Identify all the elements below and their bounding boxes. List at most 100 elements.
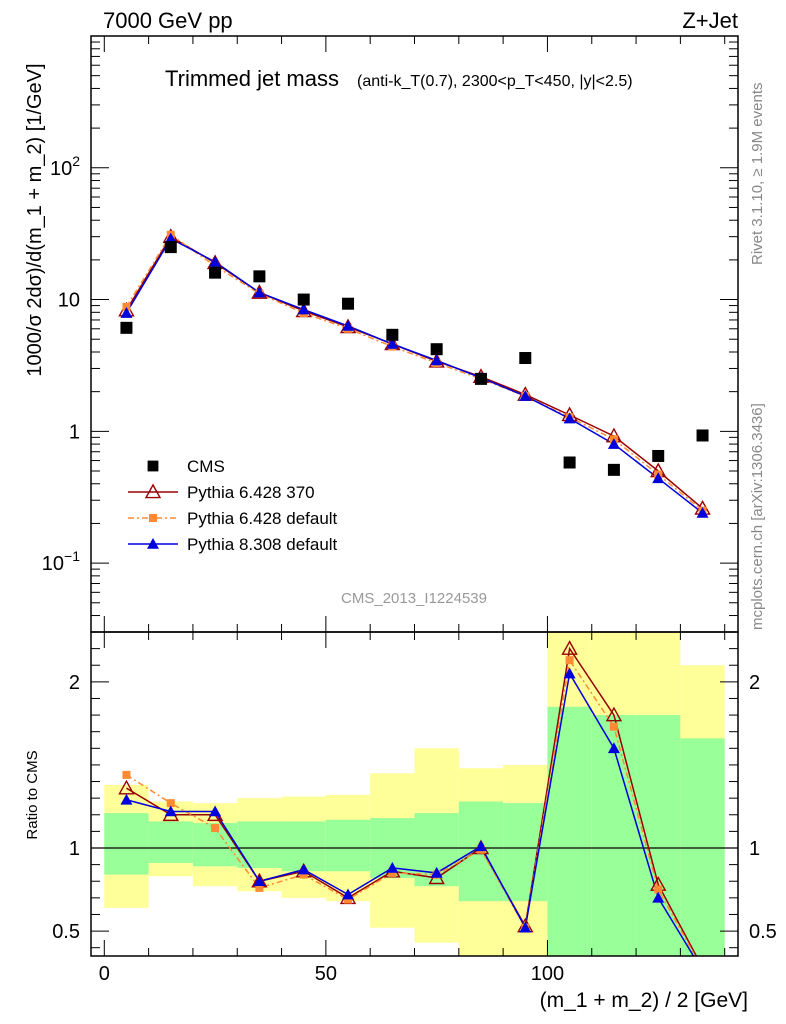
analysis-id: CMS_2013_I1224539: [341, 590, 487, 607]
axis-tick-labels: 0 50 100 10−1 1 10 102 0.5 0.5 1 1 2 2: [42, 153, 777, 985]
ratio-point-p6_default-4: [299, 870, 308, 879]
axis-ticks: [91, 36, 738, 956]
band-inner-12: [636, 715, 681, 956]
point-p8_default-11: [607, 438, 620, 449]
ratio-line-p6_default: [126, 658, 697, 956]
ratio-point-p6_default-11: [609, 722, 618, 731]
y-tick-label-0: 10−1: [42, 548, 80, 575]
band-inner-1: [148, 821, 193, 863]
ratio-point-p6_default-3: [255, 883, 264, 892]
plot-subtitle: (anti-k_T(0.7), 2300<p_T<450, |y|<2.5): [357, 73, 633, 90]
ratio-series-lines: [126, 646, 698, 956]
point-cms-9: [519, 352, 532, 365]
point-cms-3: [253, 270, 266, 283]
point-cms-4: [297, 293, 310, 306]
mcplots-label: mcplots.cern.ch [arXiv:1306.3436]: [749, 403, 766, 630]
point-cms-8: [474, 372, 487, 385]
point-p8_default-13: [696, 506, 709, 518]
ratio-point-p6_default-1: [166, 799, 175, 808]
point-p8_default-4: [297, 303, 310, 315]
band-inner-13: [680, 738, 725, 956]
y-tick-label-3: 102: [50, 153, 80, 180]
band-inner-0: [104, 813, 149, 875]
band-inner-11: [591, 715, 637, 956]
point-cms-1: [164, 241, 177, 254]
band-inner-3: [237, 821, 282, 868]
ratio-point-p6_370-10: [561, 640, 578, 655]
point-p8_default-9: [519, 390, 532, 401]
x-tick-label-0: 0: [99, 963, 110, 985]
band-inner-9: [503, 803, 548, 902]
header-process: Z+Jet: [682, 8, 738, 33]
header-energy: 7000 GeV pp: [103, 8, 233, 33]
ratio-point-p8_default-6: [386, 861, 399, 873]
ratio-point-p8_default-12: [652, 891, 665, 903]
legend-marker-p6_default: [149, 514, 157, 522]
legend-label-cms: CMS: [187, 457, 225, 476]
series-line-p8_default: [125, 237, 704, 514]
point-cms-0: [120, 321, 133, 334]
ratio-point-p6_default-0: [122, 770, 131, 779]
ratio-line-p6_370: [126, 646, 698, 956]
ratio-y-axis-label: Ratio to CMS: [24, 750, 41, 839]
legend: CMS Pythia 6.428 370 Pythia 6.428 default P…: [128, 457, 338, 554]
point-p8_default-5: [342, 319, 355, 331]
rivet-label: Rivet 3.1.10, ≥ 1.9M events: [749, 83, 766, 266]
point-p8_default-6: [386, 337, 399, 349]
point-cms-2: [209, 266, 222, 279]
ratio-point-p8_default-1: [164, 805, 177, 817]
ratio-point-p8_default-3: [253, 875, 266, 887]
point-p8_default-1: [164, 232, 177, 244]
ratio-point-p6_default-5: [344, 895, 353, 904]
ratio-point-p8_default-11: [607, 742, 620, 754]
point-p8_default-7: [430, 354, 443, 366]
point-p8_default-10: [563, 412, 576, 424]
legend-label-p8_default: Pythia 8.308 default: [187, 535, 338, 554]
ratio-point-p8_default-4: [297, 863, 310, 875]
point-cms-10: [563, 456, 576, 469]
band-inner-10: [547, 706, 592, 956]
point-cms-13: [696, 429, 709, 442]
ratio-y-tick-label-right-2: 2: [749, 672, 760, 694]
x-tick-label-100: 100: [531, 963, 564, 985]
ratio-point-p6_default-2: [211, 824, 220, 833]
plot-title: Trimmed jet mass: [165, 66, 339, 91]
ratio-point-p6_default-12: [654, 885, 663, 894]
ratio-point-p6_default-10: [565, 656, 574, 665]
ratio-point-p8_default-5: [342, 888, 355, 900]
point-cms-6: [386, 328, 399, 341]
point-cms-7: [430, 343, 443, 356]
ratio-y-tick-label-right-0: 0.5: [749, 921, 777, 943]
ratio-point-p8_default-9: [519, 921, 532, 933]
ratio-y-tick-label-left-1: 1: [69, 838, 80, 860]
ratio-point-p6_default-6: [388, 868, 397, 877]
y-tick-label-1: 1: [69, 421, 80, 443]
data-markers: [118, 228, 711, 933]
ratio-line-p8_default: [126, 671, 695, 956]
point-p8_default-3: [253, 286, 266, 298]
x-axis-label: (m_1 + m_2) / 2 [GeV]: [540, 989, 748, 1012]
ratio-point-p8_default-8: [474, 840, 487, 852]
point-p8_default-0: [120, 307, 133, 318]
point-p8_default-2: [209, 255, 222, 267]
ratio-point-p6_370-0: [118, 779, 135, 795]
legend-marker-p6_370: [144, 483, 162, 499]
band-inner-5: [325, 819, 371, 872]
point-cms-5: [342, 297, 355, 310]
legend-label-p6_default: Pythia 6.428 default: [187, 509, 338, 528]
y-tick-label-2: 10: [58, 290, 80, 312]
legend-marker-cms: [147, 460, 159, 472]
y-axis-label: 1000/σ 2dσ)/d(m_1 + m_2) [1/GeV]: [24, 63, 46, 376]
ratio-point-p6_370-11: [605, 706, 623, 722]
legend-marker-p8_default: [147, 538, 159, 549]
point-p6_default-0: [122, 302, 131, 311]
x-tick-label-50: 50: [315, 963, 337, 985]
ratio-y-tick-label-right-1: 1: [749, 838, 760, 860]
point-cms-11: [607, 463, 620, 476]
point-p8_default-12: [652, 472, 665, 484]
ratio-uncertainty-bands: [91, 632, 738, 956]
ratio-y-tick-label-left-2: 2: [69, 672, 80, 694]
ratio-point-p8_default-10: [563, 667, 576, 679]
ratio-point-p8_default-2: [209, 805, 222, 817]
